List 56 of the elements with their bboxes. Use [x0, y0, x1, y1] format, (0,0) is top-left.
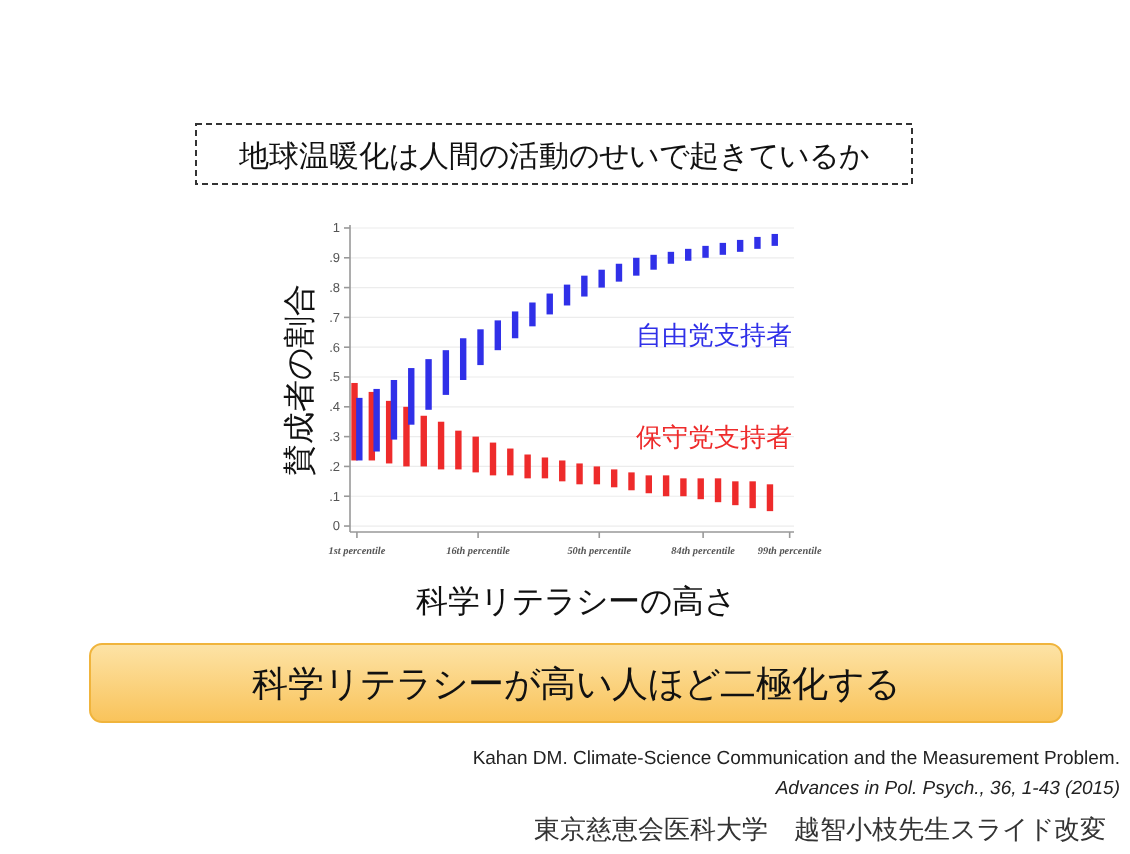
bar [581, 275, 588, 297]
bar [546, 293, 553, 315]
bar [685, 248, 692, 261]
bar [749, 481, 756, 509]
bar [472, 436, 479, 473]
bar [714, 478, 722, 503]
bar [489, 442, 497, 476]
bar [697, 478, 704, 500]
text: Advances in Pol. Psych., 36, 1-43 (2015) [773, 778, 1120, 800]
bar [719, 242, 727, 255]
bar [403, 406, 410, 467]
bar [766, 484, 774, 512]
bar [662, 475, 670, 497]
bar [754, 236, 761, 249]
bar [511, 311, 519, 339]
bar [356, 397, 363, 461]
bar [455, 430, 462, 470]
bar [437, 421, 445, 470]
bar [736, 239, 744, 252]
series-label: 自由党支持者 [636, 320, 792, 350]
bar [507, 448, 514, 476]
series-label: 保守党支持者 [636, 422, 792, 452]
bar [494, 320, 501, 351]
bar [425, 359, 432, 410]
bar [598, 269, 605, 288]
x-axis-title: 科学リテラシーの高さ [416, 584, 736, 620]
bar [524, 454, 531, 479]
text: 東京慈恵会医科大学 越智小枝先生スライド改変 [534, 814, 1106, 844]
bar [529, 302, 536, 327]
bar [667, 251, 675, 264]
bar [390, 379, 398, 440]
bar [420, 415, 427, 467]
bar [615, 263, 623, 282]
bar [732, 481, 739, 506]
bar [633, 257, 640, 276]
bar [702, 245, 709, 258]
bar [373, 388, 380, 452]
bar [645, 475, 652, 494]
y-axis-title: 賛成者の割合 [282, 284, 318, 476]
text: 科学リテラシーが高い人ほど二極化する [252, 664, 900, 704]
chart-title: 地球温暖化は人間の活動のせいで起きているか [237, 140, 869, 174]
text: Kahan DM. Climate-Science Communication and the Measurement Problem. [472, 748, 1120, 770]
bar [610, 469, 618, 488]
bar [576, 463, 583, 485]
bar [593, 466, 601, 485]
bar [628, 472, 635, 491]
bar [771, 233, 778, 246]
bar [459, 338, 467, 380]
bar [477, 329, 484, 366]
bar [541, 457, 549, 479]
bar [563, 284, 571, 306]
bar [680, 478, 687, 497]
bar [408, 368, 415, 425]
bar [559, 460, 566, 482]
bar [650, 254, 657, 270]
bar [442, 350, 450, 395]
